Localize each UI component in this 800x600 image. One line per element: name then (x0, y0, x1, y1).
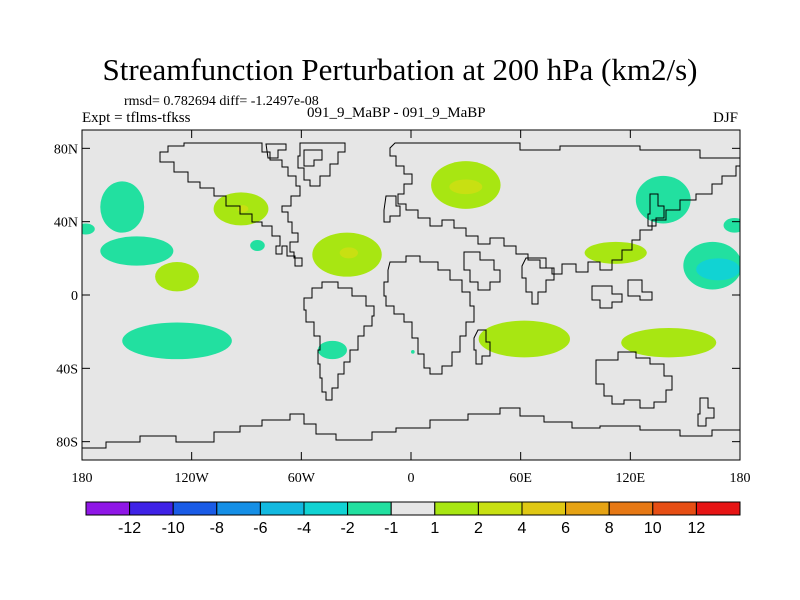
colorbar-swatch-14 (695, 501, 741, 516)
anomaly-region-0 (100, 181, 145, 233)
anomaly-region-15 (584, 241, 647, 264)
coastline-australia (595, 351, 673, 409)
colorbar-swatch-8 (434, 501, 479, 516)
x-tick-label-2: 60W (288, 471, 316, 486)
anomaly-region-10 (317, 340, 348, 360)
anomaly-region-13 (449, 179, 483, 195)
anomaly-region-2 (82, 223, 95, 235)
colorbar-label-2: -8 (210, 520, 224, 537)
experiment-label: Expt = tflms-tfkss (82, 110, 191, 126)
anomaly-region-20 (723, 218, 740, 233)
colorbar-swatch-7 (390, 501, 436, 516)
colorbar-label-10: 6 (561, 520, 570, 537)
coastline-layer (82, 142, 740, 460)
y-tick-label-4: 80S (56, 436, 78, 451)
x-tick-label-4: 60E (509, 471, 532, 486)
colorbar-label-6: -1 (384, 520, 398, 537)
anomaly-region-14 (478, 320, 571, 358)
anomaly-region-9 (339, 247, 358, 259)
anomaly-region-11 (411, 350, 415, 354)
plot-background (82, 130, 740, 460)
x-tick-label-0: 180 (72, 471, 93, 486)
colorbar: -12 -10 -8 -6 -4 -2 -1 1 2 4 6 8 10 12 (85, 501, 741, 537)
coastline-se-asia (591, 279, 653, 309)
chart-title: Streamfunction Perturbation at 200 hPa (… (102, 52, 698, 87)
coastline-britain (383, 195, 401, 223)
x-tick-label-6: 180 (730, 471, 751, 486)
colorbar-label-12: 10 (644, 520, 662, 537)
coastline-new-zealand (697, 397, 715, 427)
colorbar-label-11: 8 (605, 520, 614, 537)
y-tick-label-1: 40N (54, 216, 78, 231)
coastline-madagascar (473, 329, 491, 365)
colorbar-swatch-10 (521, 501, 567, 516)
anomaly-region-1 (100, 236, 174, 266)
colorbar-label-1: -10 (162, 520, 185, 537)
colorbar-swatch-6 (347, 501, 392, 516)
coastline-north-america (159, 142, 303, 267)
center-subtitle: 091_9_MaBP - 091_9_MaBP (307, 105, 486, 121)
colorbar-swatch-2 (172, 501, 218, 516)
y-tick-label-0: 80N (54, 142, 78, 157)
coastline-arctic-islands (265, 143, 323, 167)
coastline-antarctica (82, 407, 740, 460)
colorbar-swatch-12 (608, 501, 654, 516)
colorbar-label-8: 2 (474, 520, 483, 537)
coastline-south-america (303, 281, 375, 401)
colorbar-swatch-11 (565, 501, 610, 516)
coastline-eurasia (389, 142, 740, 275)
colorbar-label-5: -2 (340, 520, 354, 537)
stats-label: rmsd= 0.782694 diff= -1.2497e-08 (124, 94, 319, 109)
colorbar-swatch-9 (477, 501, 523, 516)
coastline-india (521, 257, 555, 305)
anomaly-region-6 (122, 322, 232, 360)
anomaly-region-7 (250, 240, 265, 251)
coastline-japan (647, 193, 665, 227)
colorbar-swatch-0 (85, 501, 131, 516)
anomaly-layer (82, 161, 740, 360)
y-tick-label-2: 0 (71, 289, 78, 304)
anomaly-region-16 (621, 328, 717, 358)
axis-layer: 180 120W 60W 0 60E 120E 180 80N 40N 0 40S 80S (54, 130, 751, 486)
coastline-greenland (297, 142, 346, 187)
colorbar-swatch-13 (652, 501, 697, 516)
y-tick-label-3: 40S (56, 362, 78, 377)
x-tick-label-5: 120E (616, 471, 646, 486)
colorbar-label-7: 1 (430, 520, 439, 537)
colorbar-swatch-3 (216, 501, 261, 516)
coastline-africa (383, 255, 475, 375)
colorbar-label-13: 12 (688, 520, 706, 537)
colorbar-swatch-1 (129, 501, 174, 516)
colorbar-label-4: -4 (297, 520, 311, 537)
coastline-arabia (463, 251, 501, 291)
season-label: DJF (712, 110, 738, 126)
x-tick-label-3: 0 (408, 471, 415, 486)
colorbar-swatch-5 (303, 501, 349, 516)
colorbar-label-0: -12 (118, 520, 141, 537)
anomaly-region-5 (155, 262, 199, 292)
colorbar-label-3: -6 (253, 520, 267, 537)
colorbar-label-9: 4 (518, 520, 527, 537)
x-tick-label-1: 120W (175, 471, 210, 486)
colorbar-swatch-4 (259, 501, 305, 516)
anomaly-region-19 (696, 258, 740, 281)
